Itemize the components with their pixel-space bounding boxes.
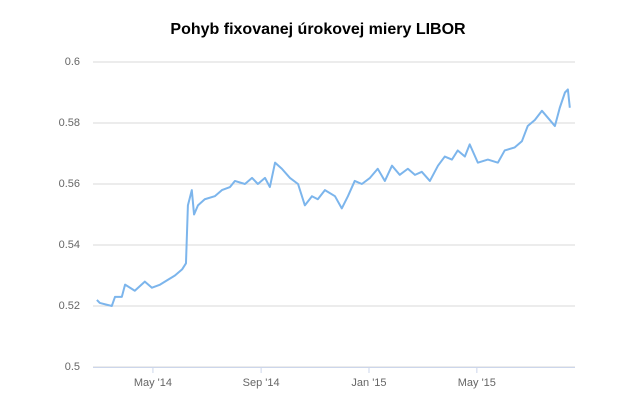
y-tick-label: 0.5 <box>65 361 80 373</box>
x-tick-label: May '15 <box>458 377 496 389</box>
x-tick-label: Sep '14 <box>243 377 280 389</box>
chart-title: Pohyb fixovanej úrokovej miery LIBOR <box>170 21 466 38</box>
y-tick-label: 0.54 <box>59 239 80 251</box>
y-tick-label: 0.52 <box>59 300 80 312</box>
y-tick-label: 0.56 <box>59 178 80 190</box>
x-tick-label: Jan '15 <box>351 377 386 389</box>
data-line <box>96 88 571 307</box>
x-tick-label: May '14 <box>134 377 172 389</box>
y-tick-label: 0.58 <box>59 117 80 129</box>
y-tick-label: 0.6 <box>65 56 80 68</box>
